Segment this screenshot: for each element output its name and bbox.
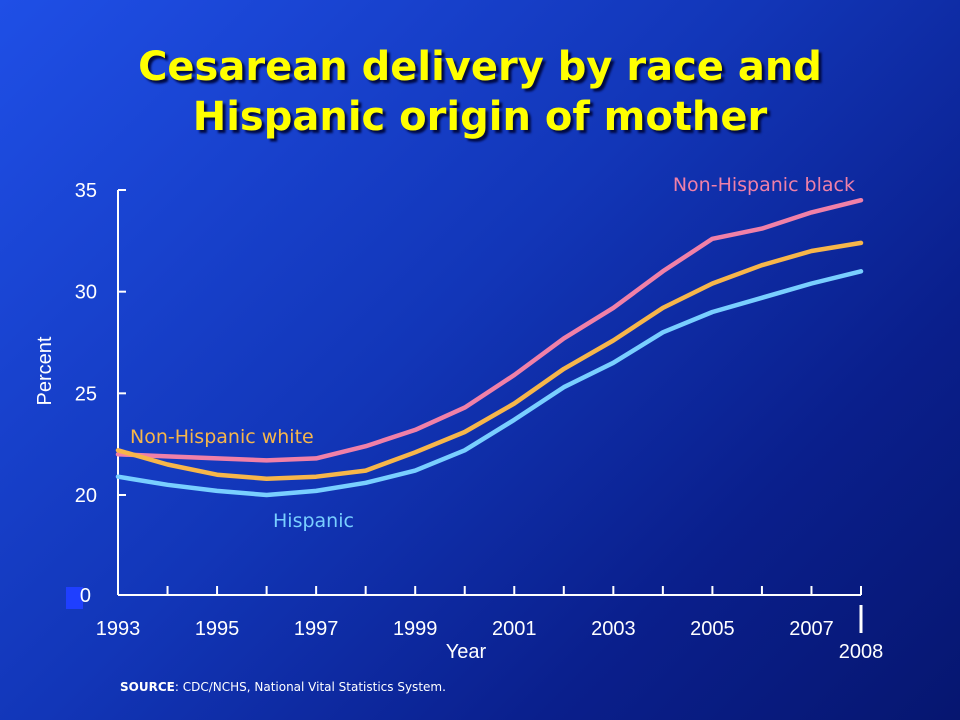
series-line-non-hispanic-black bbox=[115, 197, 864, 463]
series-label-non-hispanic-black: Non-Hispanic black bbox=[673, 174, 855, 196]
chart-title: Cesarean delivery by race and Hispanic o… bbox=[0, 42, 960, 142]
y-tick-label: 30 bbox=[75, 282, 97, 304]
chart-title-line-2: Hispanic origin of mother bbox=[192, 94, 768, 140]
x-tick-label: 2007 bbox=[789, 618, 834, 640]
series-label-hispanic: Hispanic bbox=[273, 510, 354, 532]
chart-axes: 0 20 25 30 35 1993 1995 1997 1999 2001 2003 2005 200… bbox=[34, 180, 883, 663]
x-axis-title: Year bbox=[446, 641, 487, 663]
y-tick-label: 35 bbox=[75, 180, 97, 202]
x-tick-label: 1993 bbox=[96, 618, 141, 640]
x-end-label: 2008 bbox=[839, 641, 884, 663]
x-tick-label: 2001 bbox=[492, 618, 537, 640]
y-tick-label: 25 bbox=[75, 383, 97, 405]
y-axis-title: Percent bbox=[34, 336, 56, 405]
source-note: SOURCE: CDC/NCHS, National Vital Statist… bbox=[120, 680, 446, 694]
y-tick-label: 0 bbox=[80, 585, 91, 607]
x-tick-label: 1997 bbox=[294, 618, 339, 640]
chart-title-line-1: Cesarean delivery by race and bbox=[138, 44, 822, 90]
x-tick-label: 1995 bbox=[195, 618, 240, 640]
x-tick-label: 1999 bbox=[393, 618, 438, 640]
series-line-non-hispanic-white bbox=[115, 240, 864, 481]
source-text: : CDC/NCHS, National Vital Statistics Sy… bbox=[174, 680, 446, 694]
x-tick-label: 2005 bbox=[690, 618, 735, 640]
series-label-non-hispanic-white: Non-Hispanic white bbox=[130, 426, 314, 448]
x-tick-label: 2003 bbox=[591, 618, 636, 640]
chart-labels: Non-Hispanic black Non-Hispanic white Hisp… bbox=[130, 174, 855, 532]
series-line-hispanic bbox=[115, 269, 864, 498]
y-tick-label: 20 bbox=[75, 485, 97, 507]
chart-series bbox=[115, 197, 864, 498]
source-label: SOURCE bbox=[120, 680, 175, 694]
y-axis-break-marker bbox=[66, 587, 83, 609]
